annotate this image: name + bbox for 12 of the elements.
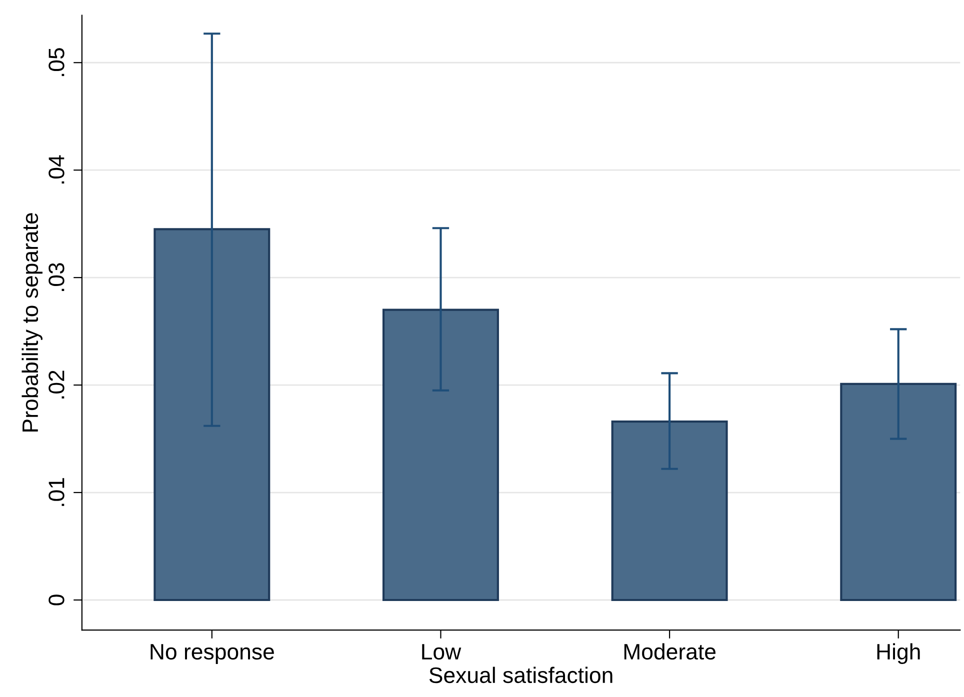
x-tick-label: No response: [150, 644, 274, 664]
y-tick-label: .02: [48, 370, 64, 398]
y-tick-label: .05: [48, 48, 64, 76]
y-tick-label: .01: [48, 478, 64, 506]
x-tick-label: Moderate: [624, 643, 716, 660]
y-tick-label: 0: [48, 594, 64, 606]
y-tick-label: .03: [48, 263, 64, 291]
x-tick-label: Low: [422, 644, 462, 660]
x-axis-title: Sexual satisfaction: [429, 666, 612, 684]
y-axis-title: Probability to separate: [22, 213, 42, 432]
x-tick-label: High: [877, 643, 920, 664]
y-tick-label: .04: [48, 155, 64, 184]
